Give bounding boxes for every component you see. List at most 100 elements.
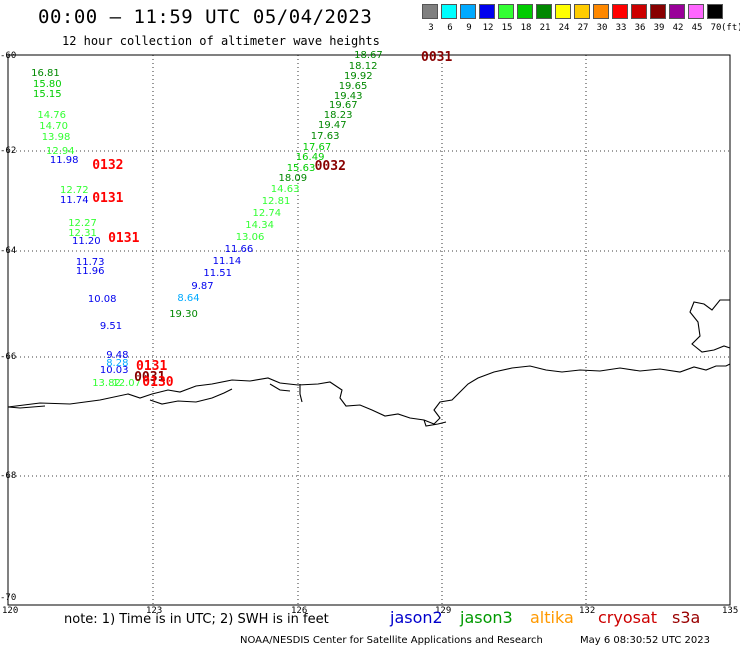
swh-value: 15.15 (33, 89, 62, 101)
map-frame (7, 54, 731, 606)
swh-value: 19.65 (338, 81, 368, 93)
swh-value: 15.80 (33, 78, 62, 90)
swh-value: 12.07 (112, 378, 142, 390)
legend-swatch-45 (688, 4, 704, 19)
swh-value: 9.48 (106, 349, 129, 361)
lon-label-126: 126 (291, 606, 308, 616)
legend-altika: altika (530, 608, 574, 627)
swh-value: 9.87 (191, 281, 214, 292)
swh-value: 11.96 (75, 265, 105, 277)
swh-value: 18.67 (354, 50, 383, 62)
legend-label-39: 39 (653, 23, 665, 33)
swh-value: 19.92 (344, 70, 373, 82)
swh-value: 8.64 (177, 292, 200, 304)
legend-label-6: 6 (447, 23, 453, 33)
swh-value: 19.67 (329, 100, 358, 112)
swh-value: 18.12 (348, 60, 378, 72)
lon-label-132: 132 (579, 606, 596, 616)
swh-value: 10.08 (87, 293, 117, 305)
legend-label-3: 3 (428, 23, 434, 33)
legend-unit: (ft) (721, 23, 740, 33)
swh-value: 14.70 (39, 120, 68, 132)
swh-value: 12.72 (60, 184, 89, 196)
swh-value: 19.43 (333, 91, 363, 103)
legend-swatch-30 (593, 4, 609, 19)
swh-value: 17.67 (302, 142, 332, 154)
page-subtitle: 12 hour collection of altimeter wave hei… (62, 34, 380, 48)
swh-value: 18.23 (323, 110, 353, 122)
legend-swatch-36 (631, 4, 647, 19)
lat-label-64: -64 (0, 246, 17, 256)
swh-value: 14.34 (245, 220, 274, 231)
swh-value: 11.66 (224, 244, 254, 255)
antarctic-coastline (7, 299, 731, 427)
lon-label-135: 135 (722, 606, 739, 616)
swh-value: 11.51 (203, 268, 233, 280)
lat-label-60: -60 (0, 51, 17, 61)
swh-value: 13.06 (235, 231, 265, 243)
legend-swatch-33 (612, 4, 628, 19)
swh-value: 11.20 (72, 235, 101, 247)
legend-swatch-42 (669, 4, 685, 19)
legend-swatch-15 (498, 4, 514, 19)
legend-label-70: 70 (710, 23, 722, 33)
footer-timestamp: May 6 08:30:52 UTC 2023 (580, 635, 710, 646)
pass-time-label: 0031 (134, 370, 166, 385)
graticule (8, 55, 730, 605)
legend-label-9: 9 (466, 23, 472, 33)
legend-label-21: 21 (539, 23, 551, 33)
legend-swatch-21 (536, 4, 552, 19)
swh-value: 16.81 (31, 68, 60, 80)
legend-label-27: 27 (577, 23, 589, 33)
pass-time-label: 0131 (136, 358, 168, 374)
pass-time-label: 0031 (421, 50, 453, 65)
pass-time-label: 0132 (92, 157, 124, 173)
legend-swatch-12 (479, 4, 495, 19)
page-title: 00:00 – 11:59 UTC 05/04/2023 (38, 6, 373, 28)
swh-value: 17.63 (310, 131, 340, 143)
pass-time-label: 0131 (108, 230, 140, 246)
lat-label-70: -70 (0, 593, 17, 603)
lon-label-129: 129 (435, 606, 452, 616)
legend-swatch-27 (574, 4, 590, 19)
legend-label-24: 24 (558, 23, 570, 33)
swh-value: 13.98 (41, 131, 71, 143)
legend-label-15: 15 (501, 23, 513, 33)
legend-s3a: s3a (672, 608, 701, 627)
lon-label-120: 120 (2, 606, 19, 616)
swh-value: 14.63 (270, 184, 300, 195)
swh-value: 11.98 (49, 154, 79, 166)
legend-swatch-3 (422, 4, 438, 19)
swh-value: 11.14 (212, 256, 242, 268)
swh-value: 15.63 (286, 162, 316, 174)
swh-value: 13.82 (92, 378, 121, 390)
swh-value: 19.30 (169, 309, 198, 321)
footer-note: note: 1) Time is in UTC; 2) SWH is in fe… (64, 612, 329, 627)
swh-value: 10.03 (99, 365, 129, 377)
swh-value: 11.73 (75, 257, 105, 269)
swh-value: 18.09 (278, 173, 308, 184)
swh-value: 19.47 (318, 119, 347, 131)
legend-jason2: jason2 (390, 608, 443, 627)
legend-swatch-6 (441, 4, 457, 19)
swh-value: 16.49 (295, 151, 325, 163)
legend-swatch-70 (707, 4, 723, 19)
swh-value: 12.27 (68, 217, 97, 229)
legend-swatch-39 (650, 4, 666, 19)
footer-credit: NOAA/NESDIS Center for Satellite Applica… (240, 635, 543, 646)
swh-value: 12.31 (68, 228, 97, 239)
pass-time-label: 0032 (314, 158, 346, 174)
lat-label-66: -66 (0, 352, 17, 362)
legend-label-33: 33 (615, 23, 627, 33)
swh-value: 12.74 (252, 208, 282, 219)
swh-value: 14.76 (37, 110, 67, 122)
legend-swatch-9 (460, 4, 476, 19)
swh-value: 9.51 (99, 321, 123, 333)
legend-label-18: 18 (520, 23, 532, 33)
legend-label-45: 45 (691, 23, 703, 33)
legend-swatch-18 (517, 4, 533, 19)
lat-label-68: -68 (0, 471, 17, 481)
pass-time-label: 0130 (142, 374, 174, 390)
legend-swatch-24 (555, 4, 571, 19)
